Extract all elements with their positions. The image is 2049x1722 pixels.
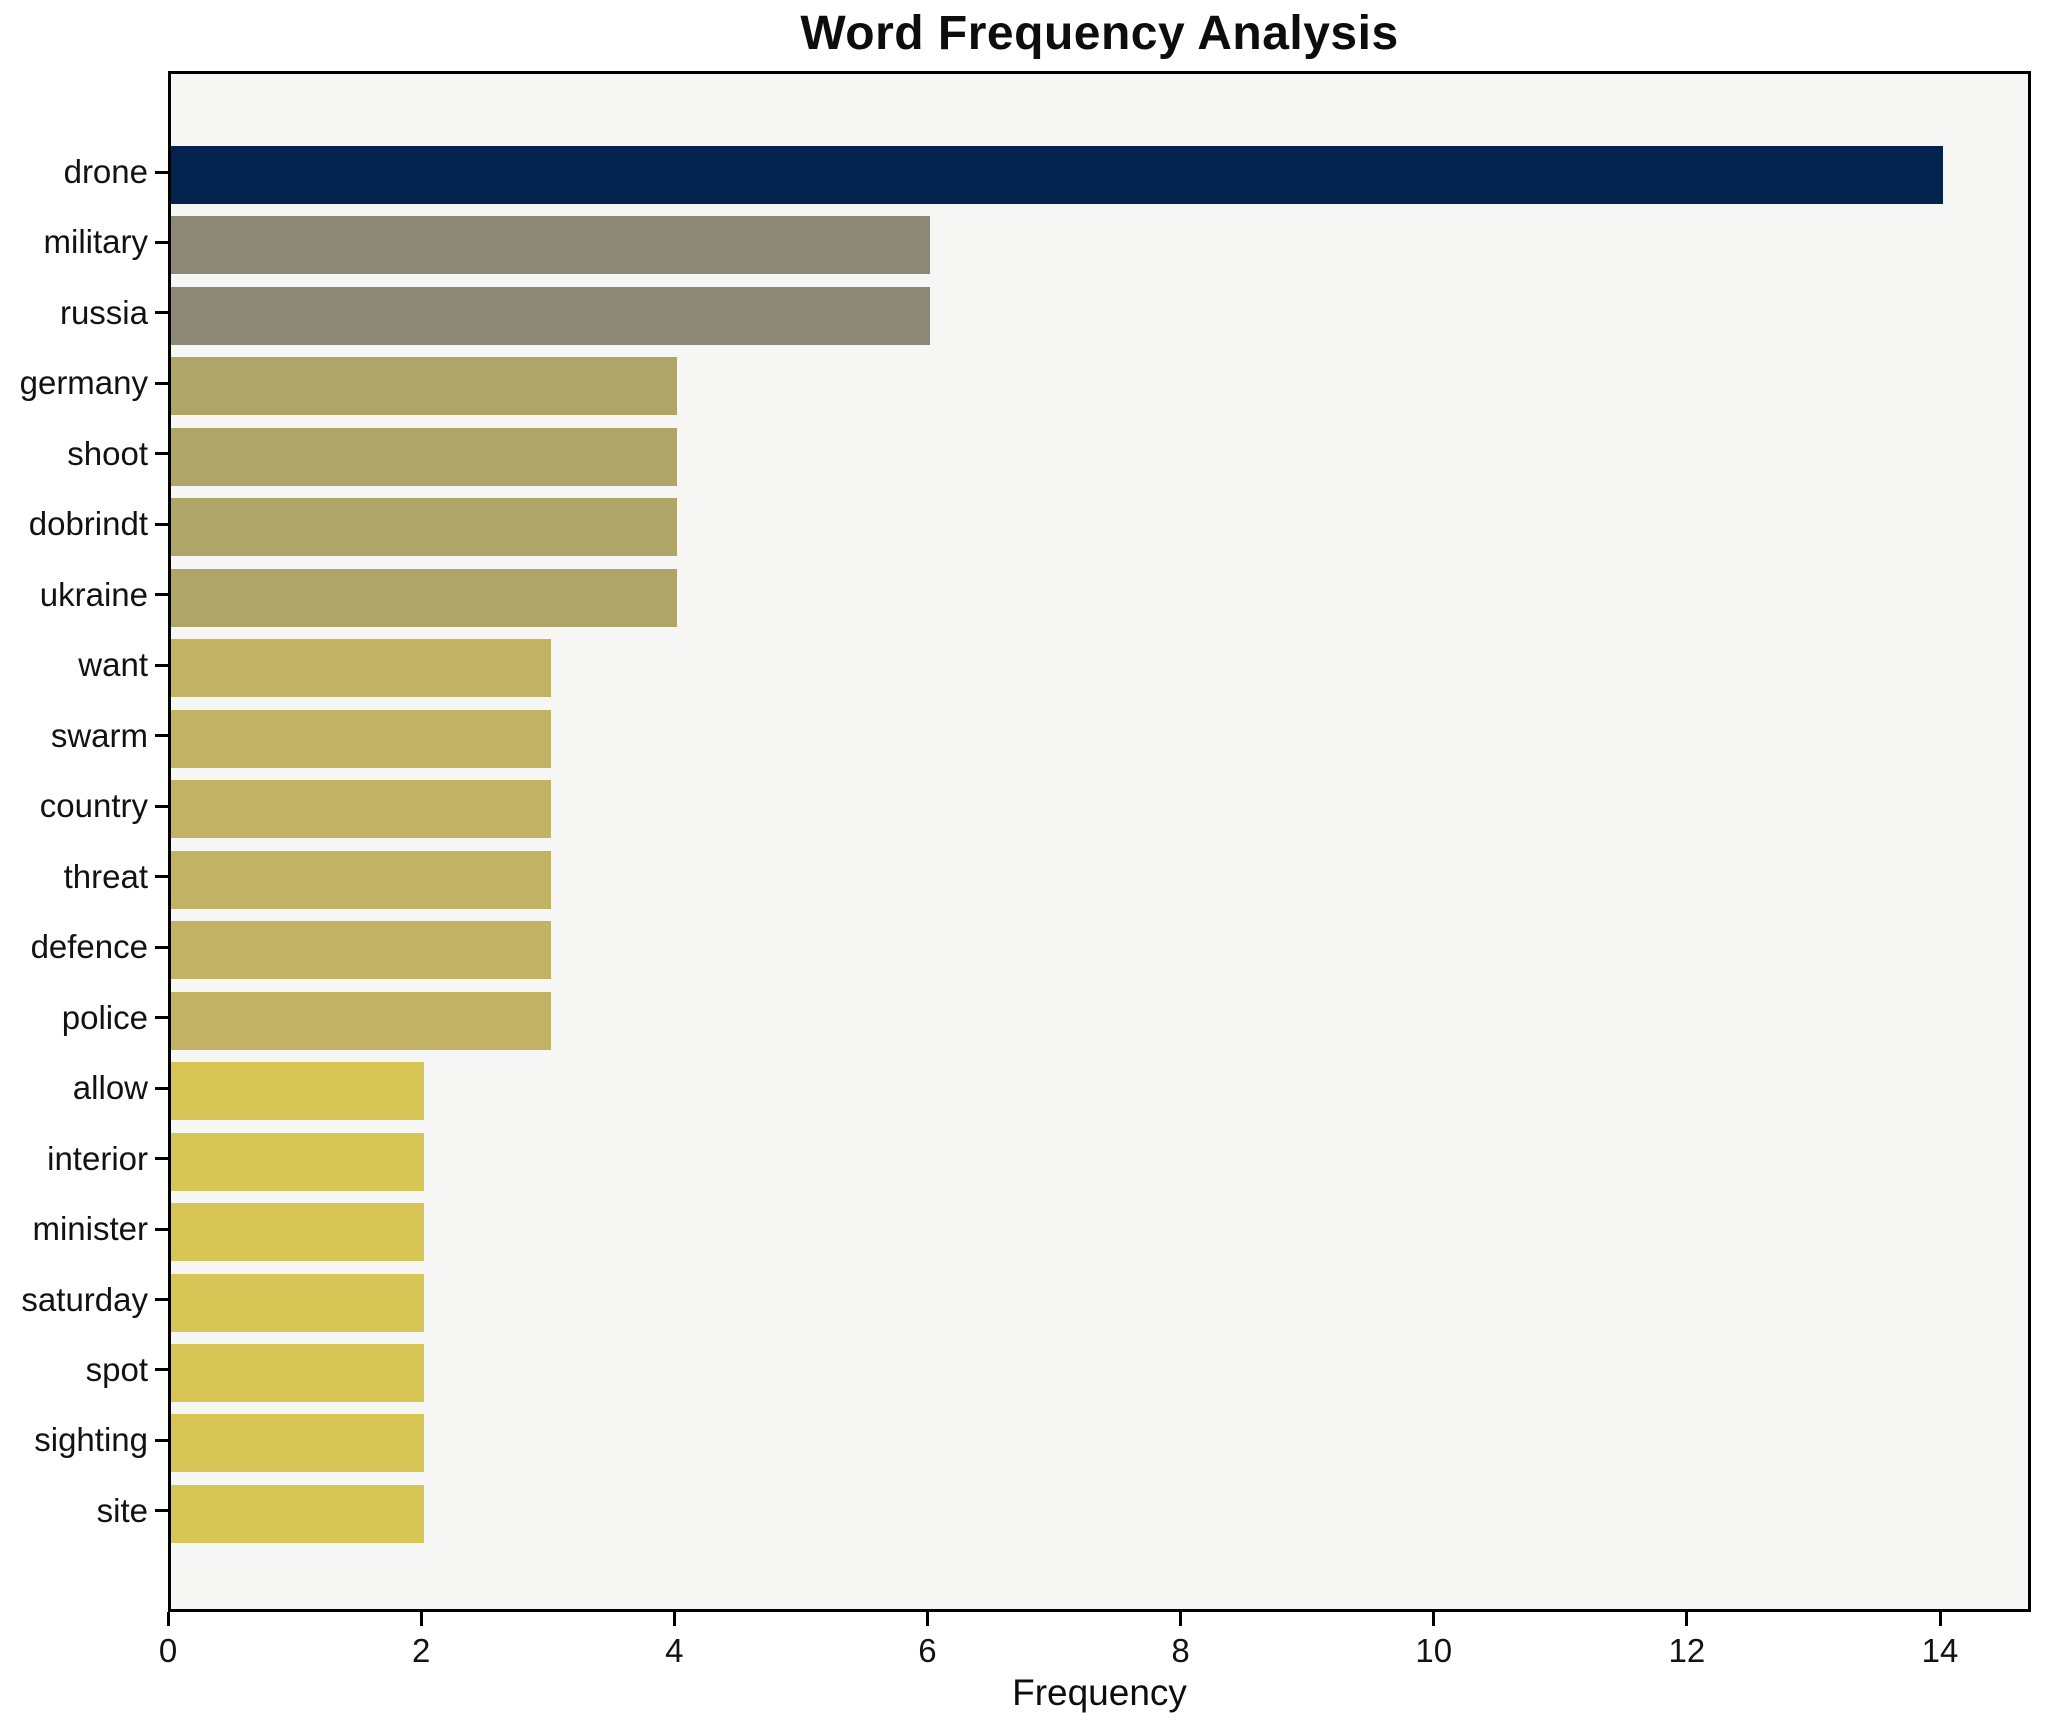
y-tick-label-germany: germany (19, 364, 148, 402)
bar-minister (171, 1203, 425, 1262)
y-tick-label-want: want (78, 646, 148, 684)
y-tick-mark-site (155, 1509, 168, 1513)
bar-allow (171, 1062, 425, 1121)
bar-spot (171, 1343, 425, 1402)
y-tick-mark-ukraine (155, 593, 168, 597)
x-tick-mark-6 (925, 1612, 929, 1626)
bar-defence (171, 921, 551, 980)
bar-drone (171, 146, 1943, 204)
x-tick-mark-0 (166, 1612, 170, 1626)
y-tick-label-police: police (61, 998, 148, 1036)
y-tick-label-threat: threat (63, 857, 148, 895)
y-tick-mark-defence (155, 945, 168, 949)
x-tick-label-10: 10 (1415, 1632, 1453, 1669)
y-tick-mark-allow (155, 1086, 168, 1090)
y-tick-label-defence: defence (30, 928, 148, 966)
bar-interior (171, 1132, 425, 1191)
y-tick-label-military: military (43, 223, 149, 261)
x-tick-label-4: 4 (665, 1632, 684, 1669)
x-tick-mark-2 (419, 1612, 423, 1626)
y-tick-mark-saturday (155, 1298, 168, 1302)
chart-title: Word Frequency Analysis (800, 7, 1399, 60)
bar-shoot (171, 427, 678, 486)
y-tick-label-shoot: shoot (67, 434, 148, 472)
y-tick-label-russia: russia (59, 293, 148, 331)
y-tick-mark-spot (155, 1368, 168, 1372)
y-tick-label-country: country (39, 787, 148, 825)
x-tick-label-6: 6 (918, 1632, 937, 1669)
y-tick-mark-germany (155, 381, 168, 385)
bar-dobrindt (171, 498, 678, 557)
x-tick-mark-4 (672, 1612, 676, 1626)
bar-ukraine (171, 568, 678, 627)
y-tick-mark-interior (155, 1157, 168, 1161)
y-tick-mark-minister (155, 1227, 168, 1231)
x-tick-label-14: 14 (1921, 1632, 1959, 1669)
bar-military (171, 216, 931, 275)
bar-swarm (171, 709, 551, 768)
bar-site (171, 1484, 425, 1543)
x-tick-label-0: 0 (158, 1632, 178, 1669)
x-axis-label: Frequency (1012, 1672, 1187, 1713)
x-tick-label-12: 12 (1668, 1632, 1706, 1669)
y-tick-mark-swarm (155, 734, 168, 738)
bar-want (171, 639, 551, 698)
bar-germany (171, 357, 678, 416)
y-tick-mark-want (155, 663, 168, 667)
y-tick-label-allow: allow (72, 1069, 148, 1107)
y-tick-label-saturday: saturday (21, 1280, 148, 1318)
y-tick-mark-police (155, 1016, 168, 1020)
y-tick-label-swarm: swarm (50, 716, 148, 754)
y-tick-label-ukraine: ukraine (39, 575, 148, 613)
y-tick-label-site: site (96, 1491, 148, 1529)
x-tick-mark-10 (1432, 1612, 1436, 1626)
y-tick-mark-dobrindt (155, 522, 168, 526)
y-tick-mark-threat (155, 875, 168, 879)
y-tick-mark-drone (155, 170, 168, 174)
x-tick-mark-12 (1685, 1612, 1689, 1626)
y-tick-label-minister: minister (32, 1210, 148, 1248)
plot-area (168, 71, 2031, 1612)
y-tick-mark-country (155, 804, 168, 808)
y-tick-label-sighting: sighting (34, 1421, 148, 1459)
x-tick-label-8: 8 (1171, 1632, 1190, 1669)
bar-russia (171, 286, 931, 345)
bar-saturday (171, 1273, 425, 1332)
y-tick-mark-russia (155, 311, 168, 315)
bar-sighting (171, 1414, 425, 1473)
x-tick-mark-14 (1938, 1612, 1942, 1626)
x-tick-mark-8 (1179, 1612, 1183, 1626)
y-tick-label-interior: interior (47, 1139, 148, 1177)
x-tick-label-2: 2 (411, 1632, 431, 1669)
y-tick-label-dobrindt: dobrindt (28, 505, 148, 543)
y-tick-label-drone: drone (63, 153, 148, 190)
y-tick-mark-shoot (155, 452, 168, 456)
y-tick-mark-military (155, 240, 168, 244)
bar-country (171, 780, 551, 839)
y-tick-mark-sighting (155, 1438, 168, 1442)
bar-police (171, 991, 551, 1050)
y-tick-label-spot: spot (85, 1350, 148, 1388)
bar-threat (171, 850, 551, 909)
